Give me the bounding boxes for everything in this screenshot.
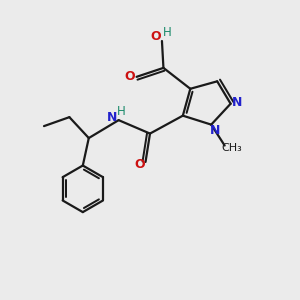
Text: N: N xyxy=(210,124,220,137)
Text: N: N xyxy=(107,111,117,124)
Text: N: N xyxy=(232,96,242,109)
Text: O: O xyxy=(150,30,161,43)
Text: O: O xyxy=(134,158,145,171)
Text: CH₃: CH₃ xyxy=(222,143,242,153)
Text: H: H xyxy=(163,26,172,38)
Text: O: O xyxy=(125,70,135,83)
Text: H: H xyxy=(117,105,126,118)
